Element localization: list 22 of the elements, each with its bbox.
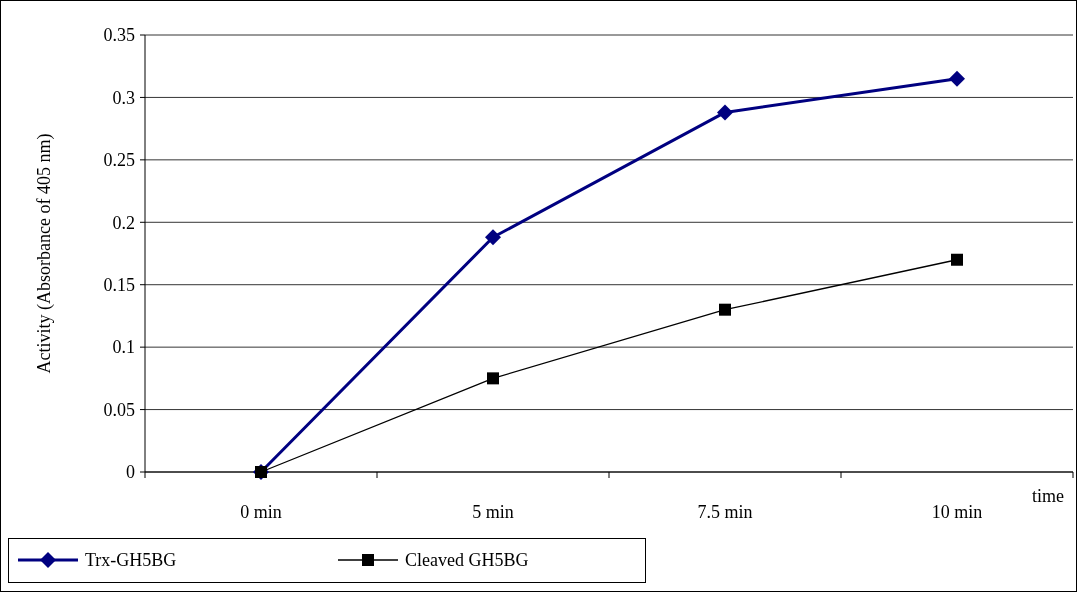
y-tick-label: 0 — [126, 462, 135, 483]
x-tick-label: 5 min — [472, 502, 514, 522]
x-tick-label: 0 min — [240, 502, 282, 522]
point — [719, 303, 731, 316]
x-axis-title: time — [1032, 486, 1064, 506]
y-tick-label: 0.1 — [112, 337, 135, 358]
point — [717, 104, 733, 121]
y-tick-label: 0.15 — [103, 275, 135, 296]
y-tick-label: 0.2 — [112, 212, 135, 233]
y-tick-label: 0.05 — [103, 399, 135, 420]
point — [949, 70, 965, 87]
point — [487, 372, 499, 385]
x-tick-label: 10 min — [931, 502, 983, 522]
legend-label: Cleaved GH5BG — [405, 550, 529, 571]
point — [951, 253, 963, 266]
y-tick-label: 0.3 — [112, 87, 135, 108]
x-tick-label: 7.5 min — [697, 502, 753, 522]
y-tick-label: 0.25 — [103, 150, 135, 171]
legend-label: Trx-GH5BG — [85, 550, 177, 571]
point — [485, 229, 501, 246]
y-axis-title: Activity (Absorbance of 405 nm) — [34, 133, 55, 374]
y-tick-label: 0.35 — [103, 25, 135, 46]
